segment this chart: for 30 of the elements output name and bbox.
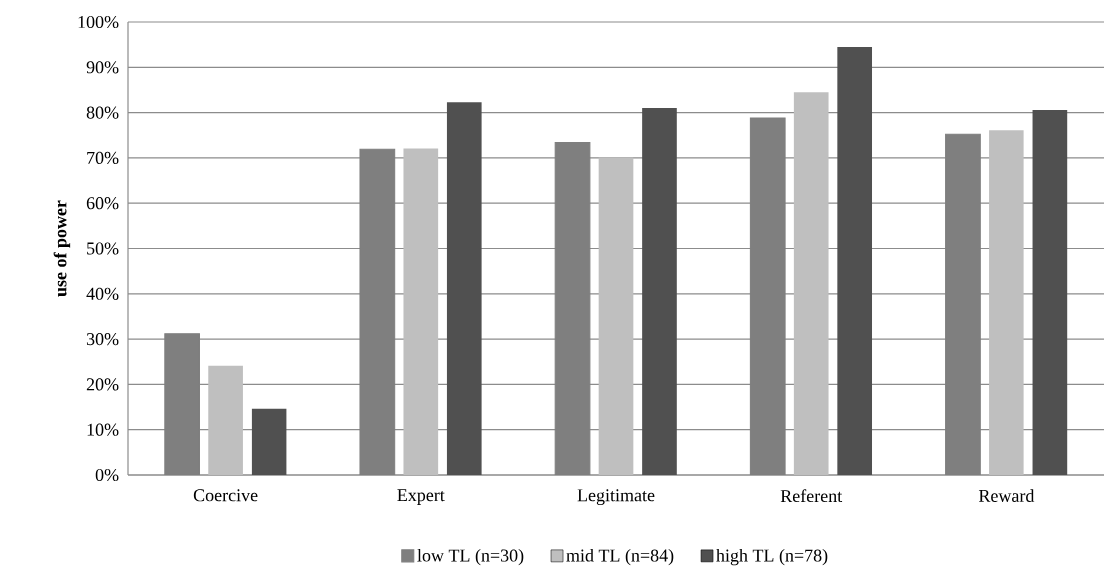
bar: [251, 408, 287, 475]
x-tick-label: Referent: [780, 489, 843, 503]
bar: [1032, 109, 1068, 475]
x-tick-label: Legitimate: [577, 489, 655, 506]
bar: [837, 46, 873, 475]
y-axis-title: use of power: [53, 200, 71, 297]
bar: [403, 148, 439, 475]
legend-label: high TL (n=78): [716, 548, 828, 566]
bar: [642, 108, 677, 475]
legend-label: mid TL (n=84): [566, 548, 674, 566]
legend-label: low TL (n=30): [417, 548, 524, 566]
y-tick-label: 10%: [87, 423, 119, 436]
x-tick-label: Coercive: [193, 489, 258, 502]
y-tick-label: 30%: [86, 332, 119, 346]
y-tick-label: 40%: [86, 287, 119, 300]
bar: [598, 157, 634, 475]
y-tick-label: 60%: [86, 197, 119, 210]
bar: [208, 365, 243, 475]
y-tick-label: 0%: [95, 468, 119, 482]
y-tick-label: 80%: [86, 106, 119, 119]
y-tick-label: 50%: [87, 242, 119, 255]
y-tick-label: 100%: [78, 15, 119, 29]
bar: [446, 102, 482, 475]
bar: [793, 92, 829, 475]
bar: [989, 130, 1024, 475]
x-tick-label: Reward: [978, 489, 1035, 502]
x-tick-label: Expert: [397, 489, 445, 505]
y-tick-label: 90%: [86, 61, 119, 74]
y-tick-label: 70%: [87, 151, 119, 164]
y-tick-label: 20%: [86, 378, 119, 391]
